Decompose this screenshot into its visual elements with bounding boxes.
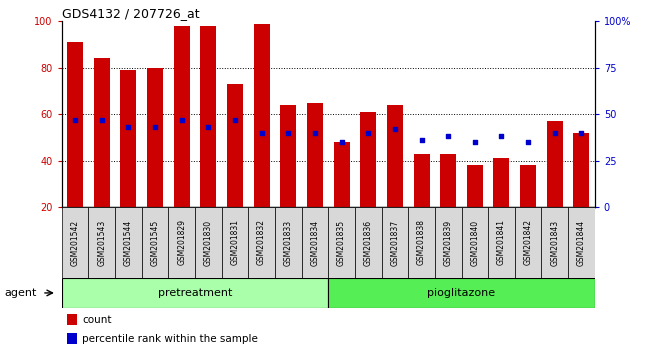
Text: GSM201832: GSM201832 (257, 219, 266, 266)
Bar (462, 207, 488, 278)
Bar (355, 207, 382, 278)
Bar (280, 105, 296, 207)
Text: GSM201837: GSM201837 (391, 219, 399, 266)
Bar (328, 207, 355, 278)
Text: GSM201838: GSM201838 (417, 219, 426, 266)
Bar (94, 58, 110, 207)
Bar (67, 42, 83, 207)
Text: percentile rank within the sample: percentile rank within the sample (82, 334, 258, 344)
Bar (147, 68, 163, 207)
Bar (120, 70, 136, 207)
Bar (67, 333, 77, 344)
Point (124, 124, 134, 130)
Bar (142, 207, 168, 278)
Point (177, 117, 187, 122)
Point (150, 124, 161, 130)
Text: GSM201843: GSM201843 (551, 219, 559, 266)
Bar (307, 103, 323, 207)
Point (417, 137, 427, 143)
Bar (302, 207, 328, 278)
Point (337, 139, 347, 145)
Bar (88, 207, 115, 278)
Text: pioglitazone: pioglitazone (428, 288, 495, 298)
Point (469, 139, 480, 145)
Bar (222, 207, 248, 278)
Text: GSM201839: GSM201839 (444, 219, 452, 266)
Bar (547, 121, 563, 207)
Bar (568, 207, 595, 278)
Bar (62, 207, 88, 278)
Bar (254, 24, 270, 207)
Text: GSM201841: GSM201841 (497, 219, 506, 266)
Text: agent: agent (5, 288, 37, 298)
Bar (382, 207, 408, 278)
Bar (328, 278, 595, 308)
Text: GDS4132 / 207726_at: GDS4132 / 207726_at (62, 7, 200, 20)
Bar (333, 142, 350, 207)
Bar (515, 207, 541, 278)
Bar (227, 84, 243, 207)
Text: GSM201831: GSM201831 (231, 219, 239, 266)
Point (70, 117, 81, 122)
Bar (541, 207, 568, 278)
Point (550, 130, 560, 136)
Bar (248, 207, 275, 278)
Point (523, 139, 533, 145)
Text: GSM201836: GSM201836 (364, 219, 372, 266)
Text: pretreatment: pretreatment (158, 288, 232, 298)
Text: GSM201844: GSM201844 (577, 219, 586, 266)
Bar (360, 112, 376, 207)
Bar (275, 207, 302, 278)
Point (497, 133, 507, 139)
Point (96, 117, 107, 122)
Bar (62, 278, 328, 308)
Bar (573, 133, 590, 207)
Point (283, 130, 294, 136)
Point (363, 130, 373, 136)
Point (230, 117, 240, 122)
Text: GSM201542: GSM201542 (71, 219, 79, 266)
Text: GSM201544: GSM201544 (124, 219, 133, 266)
Text: GSM201830: GSM201830 (204, 219, 213, 266)
Bar (387, 105, 403, 207)
Text: GSM201835: GSM201835 (337, 219, 346, 266)
Point (390, 126, 400, 132)
Text: GSM201834: GSM201834 (311, 219, 319, 266)
Text: GSM201543: GSM201543 (98, 219, 106, 266)
Point (443, 133, 454, 139)
Text: GSM201840: GSM201840 (471, 219, 479, 266)
Bar (174, 26, 190, 207)
Bar (195, 207, 222, 278)
Bar (168, 207, 195, 278)
Bar (493, 158, 510, 207)
Point (203, 124, 213, 130)
Text: GSM201545: GSM201545 (151, 219, 159, 266)
Bar (488, 207, 515, 278)
Bar (435, 207, 462, 278)
Point (256, 130, 267, 136)
Text: GSM201829: GSM201829 (177, 219, 186, 266)
Bar (408, 207, 435, 278)
Bar (467, 165, 483, 207)
Bar (520, 165, 536, 207)
Bar (115, 207, 142, 278)
Text: GSM201833: GSM201833 (284, 219, 292, 266)
Point (577, 130, 587, 136)
Text: count: count (82, 315, 112, 325)
Point (310, 130, 320, 136)
Text: GSM201842: GSM201842 (524, 219, 532, 266)
Bar (440, 154, 456, 207)
Bar (200, 26, 216, 207)
Bar (413, 154, 430, 207)
Bar (67, 314, 77, 325)
